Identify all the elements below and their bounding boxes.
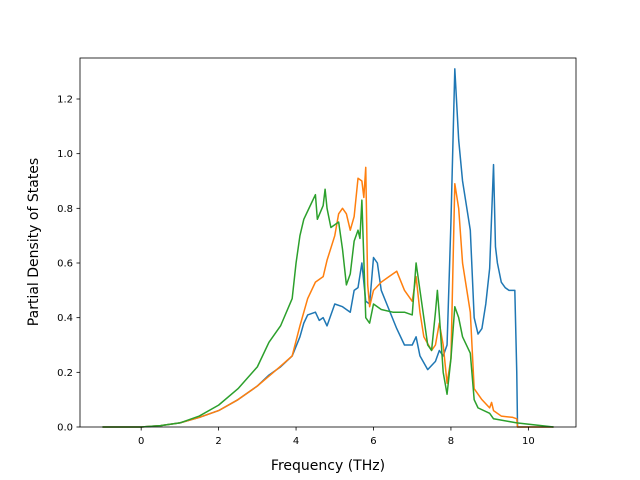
y-axis-ticks: 0.0 0.2 0.4 0.6 0.8 1.0 1.2: [57, 95, 80, 434]
y-tick-label: 0.4: [57, 313, 73, 324]
x-tick-label: 8: [448, 436, 454, 447]
x-axis-label: Frequency (THz): [271, 458, 385, 474]
x-axis-ticks: 0 2 4 6 8 10: [138, 427, 535, 447]
y-tick-label: 1.2: [57, 95, 73, 106]
x-tick-label: 10: [522, 436, 535, 447]
x-tick-label: 6: [370, 436, 376, 447]
x-tick-label: 2: [215, 436, 221, 447]
y-tick-label: 0.2: [57, 368, 73, 379]
y-tick-label: 1.0: [57, 149, 73, 160]
x-tick-label: 0: [138, 436, 144, 447]
y-tick-label: 0.6: [57, 259, 73, 270]
y-tick-label: 0.0: [57, 423, 73, 434]
y-tick-label: 0.8: [57, 204, 73, 215]
y-axis-label: Partial Density of States: [26, 158, 42, 326]
series-line-3: [102, 188, 554, 428]
series-layer: [102, 68, 554, 428]
plot-frame: [79, 57, 577, 428]
x-tick-label: 4: [293, 436, 299, 447]
series-line-2: [102, 166, 554, 428]
